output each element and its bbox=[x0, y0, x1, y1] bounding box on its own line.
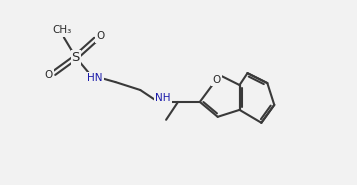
Text: O: O bbox=[212, 75, 221, 85]
Text: O: O bbox=[96, 31, 105, 41]
Text: O: O bbox=[45, 70, 53, 80]
Text: CH₃: CH₃ bbox=[52, 26, 71, 36]
Text: NH: NH bbox=[155, 93, 171, 103]
Text: S: S bbox=[72, 51, 80, 64]
Text: HN: HN bbox=[87, 73, 102, 83]
